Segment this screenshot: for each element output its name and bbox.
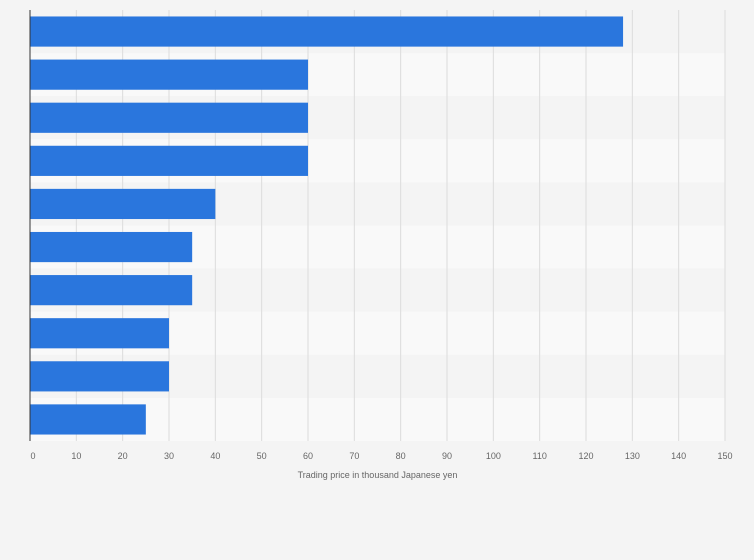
x-tick-label: 110: [532, 451, 546, 461]
bar: [30, 102, 308, 133]
bar: [30, 361, 169, 392]
bar: [30, 16, 624, 47]
x-axis-ticks: 0 10 20 30 40 50 60 70 80 90 100 110 120 130 140 150: [30, 451, 732, 461]
x-tick-label: 130: [625, 451, 640, 461]
x-tick-label: 90: [442, 451, 452, 461]
bar: [30, 318, 169, 349]
x-tick-label: 50: [257, 451, 267, 461]
bars: [30, 16, 624, 435]
bar: [30, 59, 308, 90]
x-tick-label: 70: [349, 451, 359, 461]
x-tick-label: 140: [671, 451, 686, 461]
bar: [30, 188, 216, 220]
x-tick-label: 40: [210, 451, 220, 461]
bar: [30, 145, 308, 176]
x-tick-label: 0: [30, 451, 35, 461]
bar: [30, 404, 146, 435]
x-tick-label: 20: [118, 451, 128, 461]
x-tick-label: 100: [486, 451, 501, 461]
x-tick-label: 60: [303, 451, 313, 461]
x-tick-label: 120: [578, 451, 593, 461]
x-tick-label: 10: [71, 451, 81, 461]
bar: [30, 231, 193, 263]
x-tick-label: 80: [396, 451, 406, 461]
bar: [30, 275, 193, 306]
x-axis-title: Trading price in thousand Japanese yen: [298, 470, 458, 480]
x-tick-label: 150: [717, 451, 732, 461]
gridlines: [75, 10, 726, 441]
x-tick-label: 30: [164, 451, 174, 461]
